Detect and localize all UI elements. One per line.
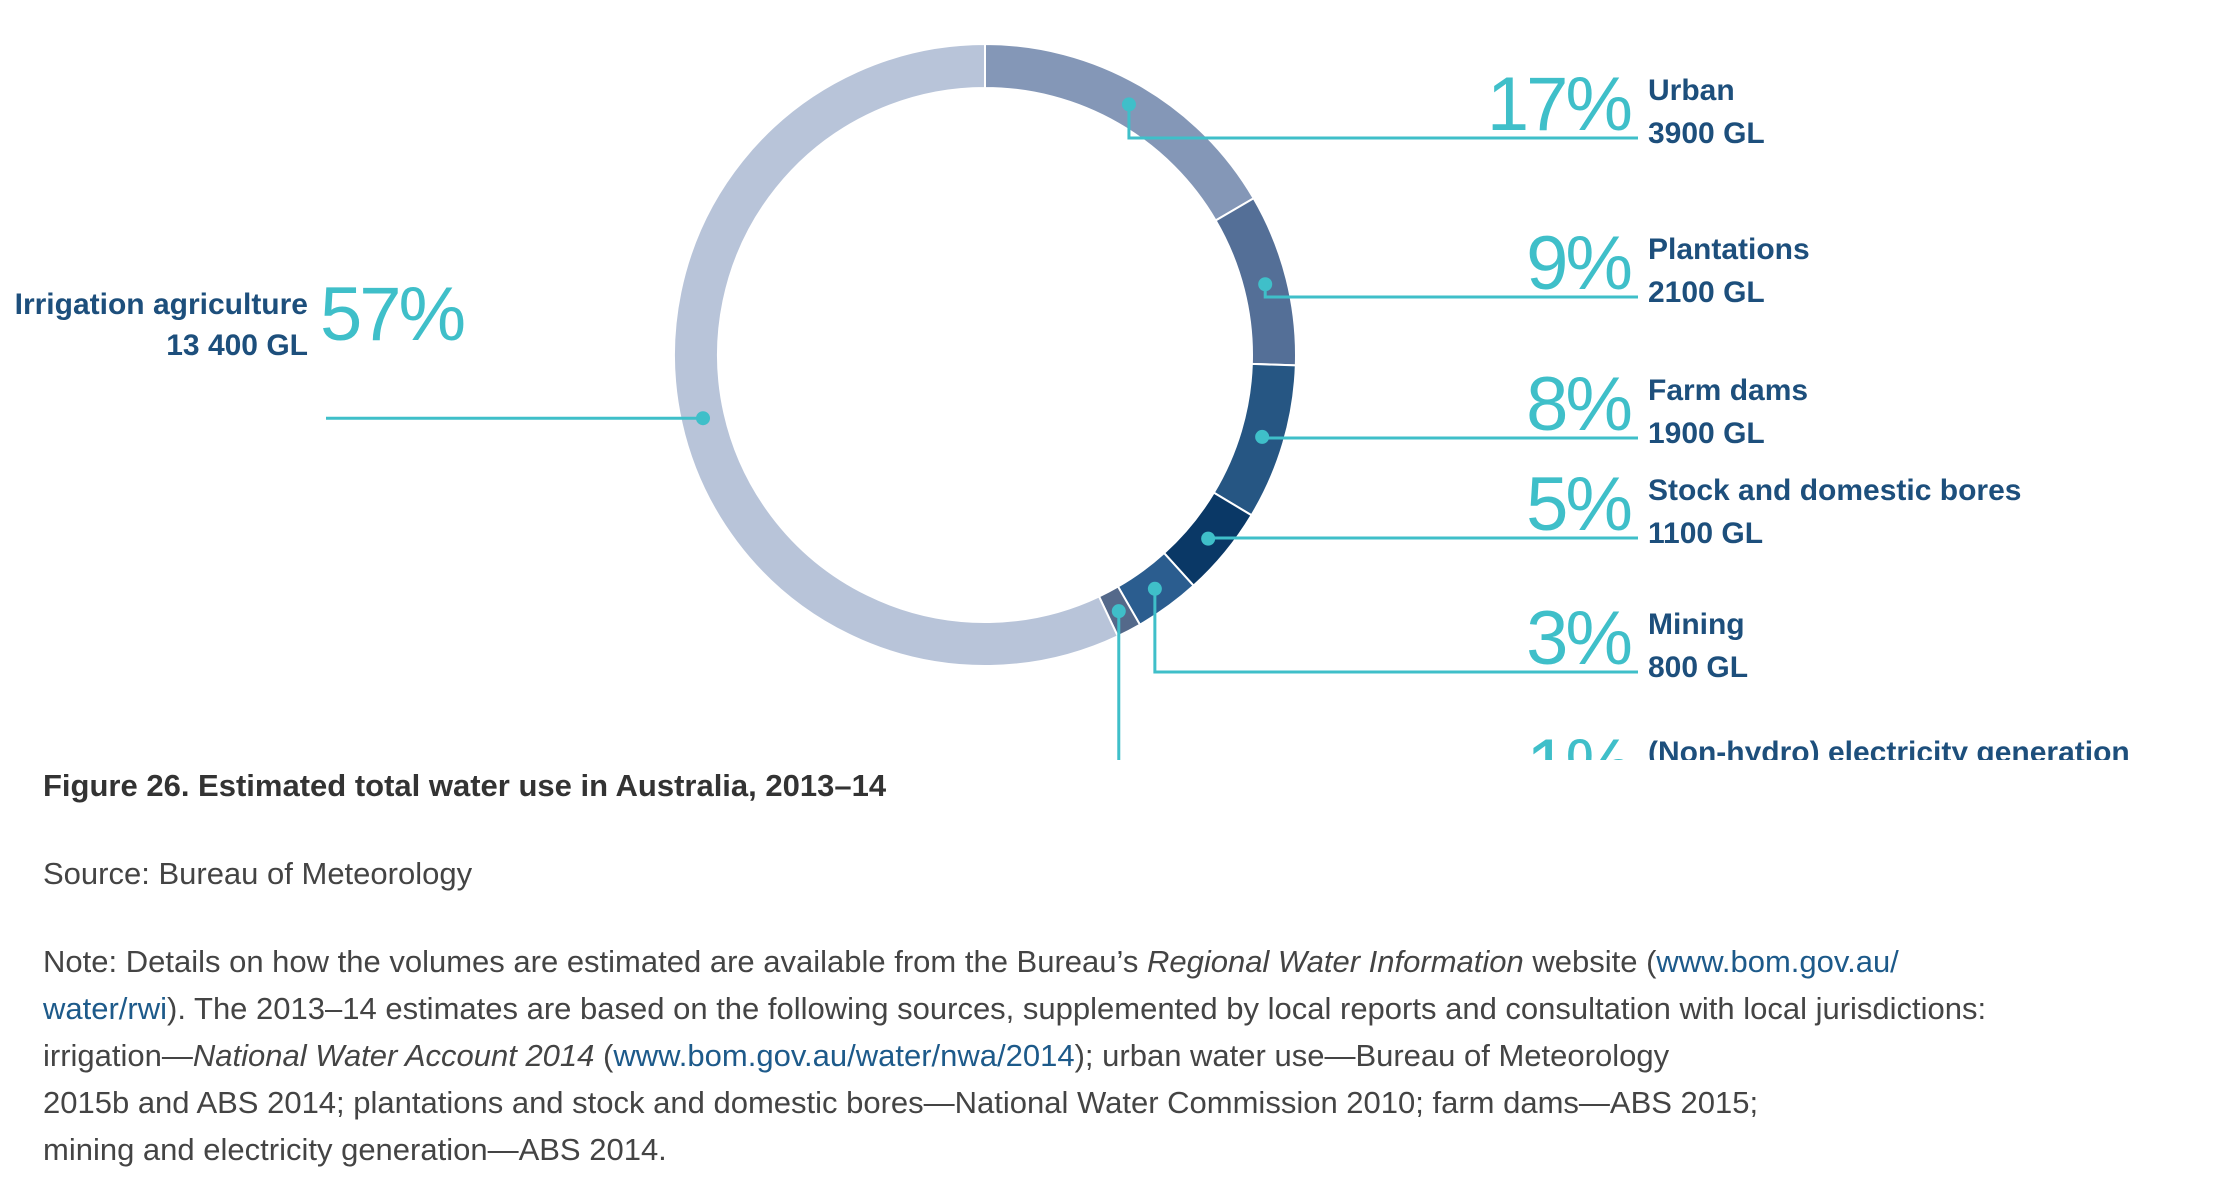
label-irrigation-agriculture: Irrigation agriculture	[15, 288, 308, 321]
dot-farm-dams	[1255, 429, 1270, 444]
note-line-5: mining and electricity generation—ABS 20…	[43, 1132, 667, 1167]
dot-non-hydro-electricity-generation	[1111, 604, 1126, 619]
slice-plantations	[1214, 196, 1297, 367]
percent-stock-and-domestic-bores: 5%	[1526, 462, 1630, 547]
rwi-link-cont[interactable]: water/rwi	[43, 991, 168, 1026]
label-mining: Mining	[1648, 608, 1745, 641]
note-line-2: water/rwi). The 2013–14 estimates are ba…	[43, 991, 1987, 1026]
nwa-link[interactable]: www.bom.gov.au/water/nwa/2014	[613, 1038, 1075, 1073]
percent-mining: 3%	[1526, 596, 1630, 681]
value-plantations: 2100 GL	[1648, 276, 1765, 309]
note-line-3: irrigation—National Water Account 2014 (…	[43, 1038, 1670, 1073]
leader-urban	[1127, 104, 1638, 140]
slice-farm-dams	[1212, 362, 1297, 517]
value-irrigation-agriculture: 13 400 GL	[166, 329, 308, 362]
value-stock-and-domestic-bores: 1100 GL	[1648, 517, 1763, 550]
rwi-link[interactable]: www.bom.gov.au/	[1656, 944, 1899, 979]
dot-plantations	[1258, 277, 1273, 292]
dot-urban	[1121, 97, 1136, 112]
leader-mining	[1153, 588, 1638, 674]
label-farm-dams: Farm dams	[1648, 374, 1808, 407]
label-urban: Urban	[1648, 74, 1735, 107]
value-farm-dams: 1900 GL	[1648, 417, 1765, 450]
value-mining: 800 GL	[1648, 651, 1748, 684]
note-line-4: 2015b and ABS 2014; plantations and stoc…	[43, 1085, 1759, 1120]
dot-irrigation-agriculture	[696, 411, 711, 426]
source-text: Source: Bureau of Meteorology	[43, 856, 473, 891]
percent-farm-dams: 8%	[1526, 362, 1630, 447]
label-plantations: Plantations	[1648, 233, 1810, 266]
leader-non-hydro-electricity-generation	[1117, 611, 1121, 760]
slice-urban	[984, 42, 1256, 222]
percent-irrigation-agriculture: 57%	[320, 272, 464, 357]
donut-chart: 17% Urban 3900 GL 9% Plantations 2100 GL 8% Far…	[15, 42, 2130, 760]
note-text: Note: Details on how the volumes are est…	[43, 938, 2123, 1173]
figure-caption: Figure 26. Estimated total water use in …	[43, 768, 887, 803]
dot-stock-and-domestic-bores	[1201, 531, 1216, 546]
percent-non-hydro-electricity-generation: 1%	[1526, 724, 1630, 760]
percent-urban: 17%	[1487, 62, 1631, 147]
slice-irrigation-agriculture	[673, 42, 1120, 667]
dot-mining	[1147, 581, 1162, 596]
label-non-hydro-electricity-generation: (Non-hydro) electricity generation	[1648, 736, 2130, 760]
note-line-1: Note: Details on how the volumes are est…	[43, 944, 1899, 979]
label-stock-and-domestic-bores: Stock and domestic bores	[1648, 474, 2021, 507]
percent-plantations: 9%	[1526, 221, 1630, 306]
value-urban: 3900 GL	[1648, 117, 1765, 150]
